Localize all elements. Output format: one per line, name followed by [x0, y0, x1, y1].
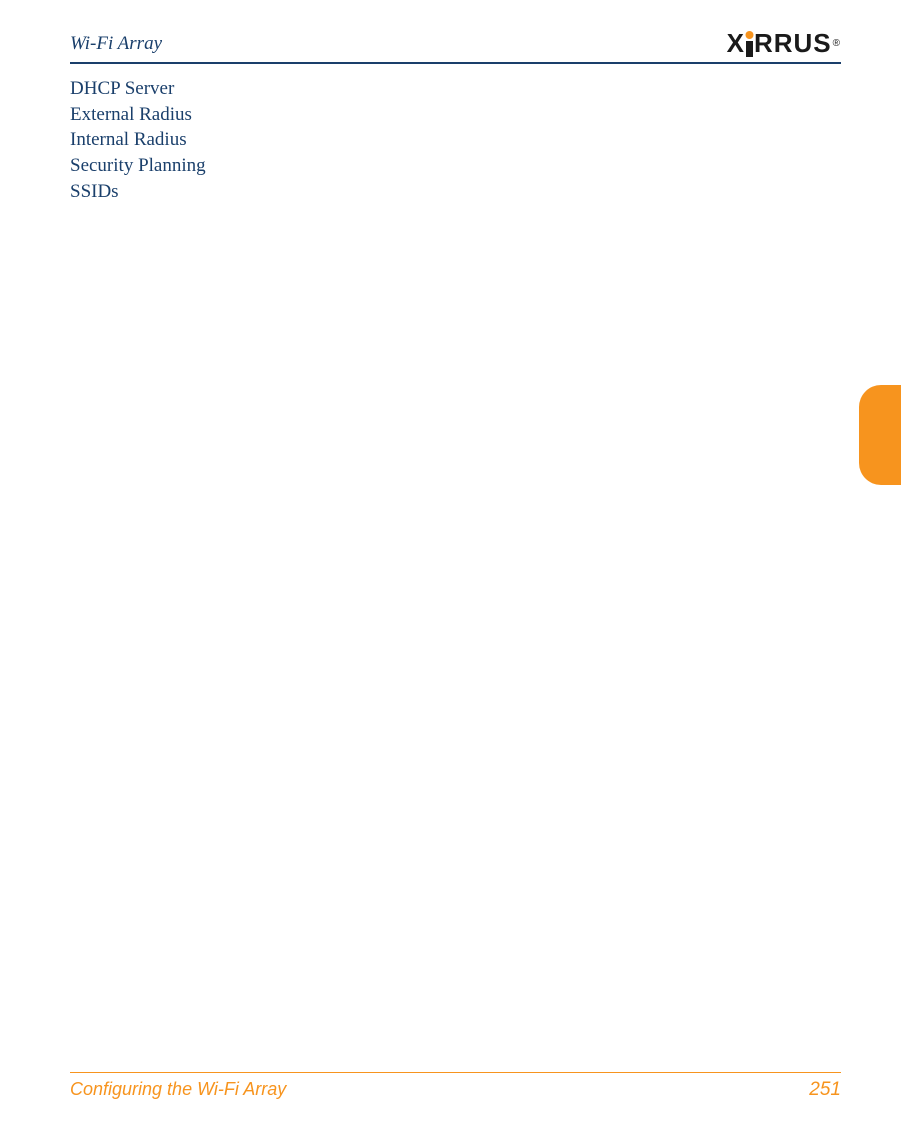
footer-page-number: 251	[809, 1079, 841, 1101]
logo-i-icon	[745, 31, 754, 57]
logo-text: X RRUS ®	[727, 28, 841, 59]
xirrus-logo: X RRUS ®	[727, 28, 841, 59]
link-external-radius[interactable]: External Radius	[70, 102, 841, 128]
side-tab-marker	[859, 385, 901, 485]
page-footer: Configuring the Wi-Fi Array 251	[70, 1072, 841, 1101]
logo-letters-rrus: RRUS	[754, 28, 832, 59]
document-page: Wi-Fi Array X RRUS ® DHCP Server Externa…	[0, 0, 901, 1136]
footer-section-title: Configuring the Wi-Fi Array	[70, 1079, 286, 1100]
page-header: Wi-Fi Array X RRUS ®	[70, 28, 841, 64]
link-internal-radius[interactable]: Internal Radius	[70, 127, 841, 153]
logo-letter-x: X	[727, 28, 745, 59]
link-security-planning[interactable]: Security Planning	[70, 153, 841, 179]
header-title: Wi-Fi Array	[70, 33, 162, 55]
link-ssids[interactable]: SSIDs	[70, 179, 841, 205]
link-dhcp-server[interactable]: DHCP Server	[70, 76, 841, 102]
registered-icon: ®	[833, 38, 841, 49]
content-area: DHCP Server External Radius Internal Rad…	[70, 76, 841, 204]
